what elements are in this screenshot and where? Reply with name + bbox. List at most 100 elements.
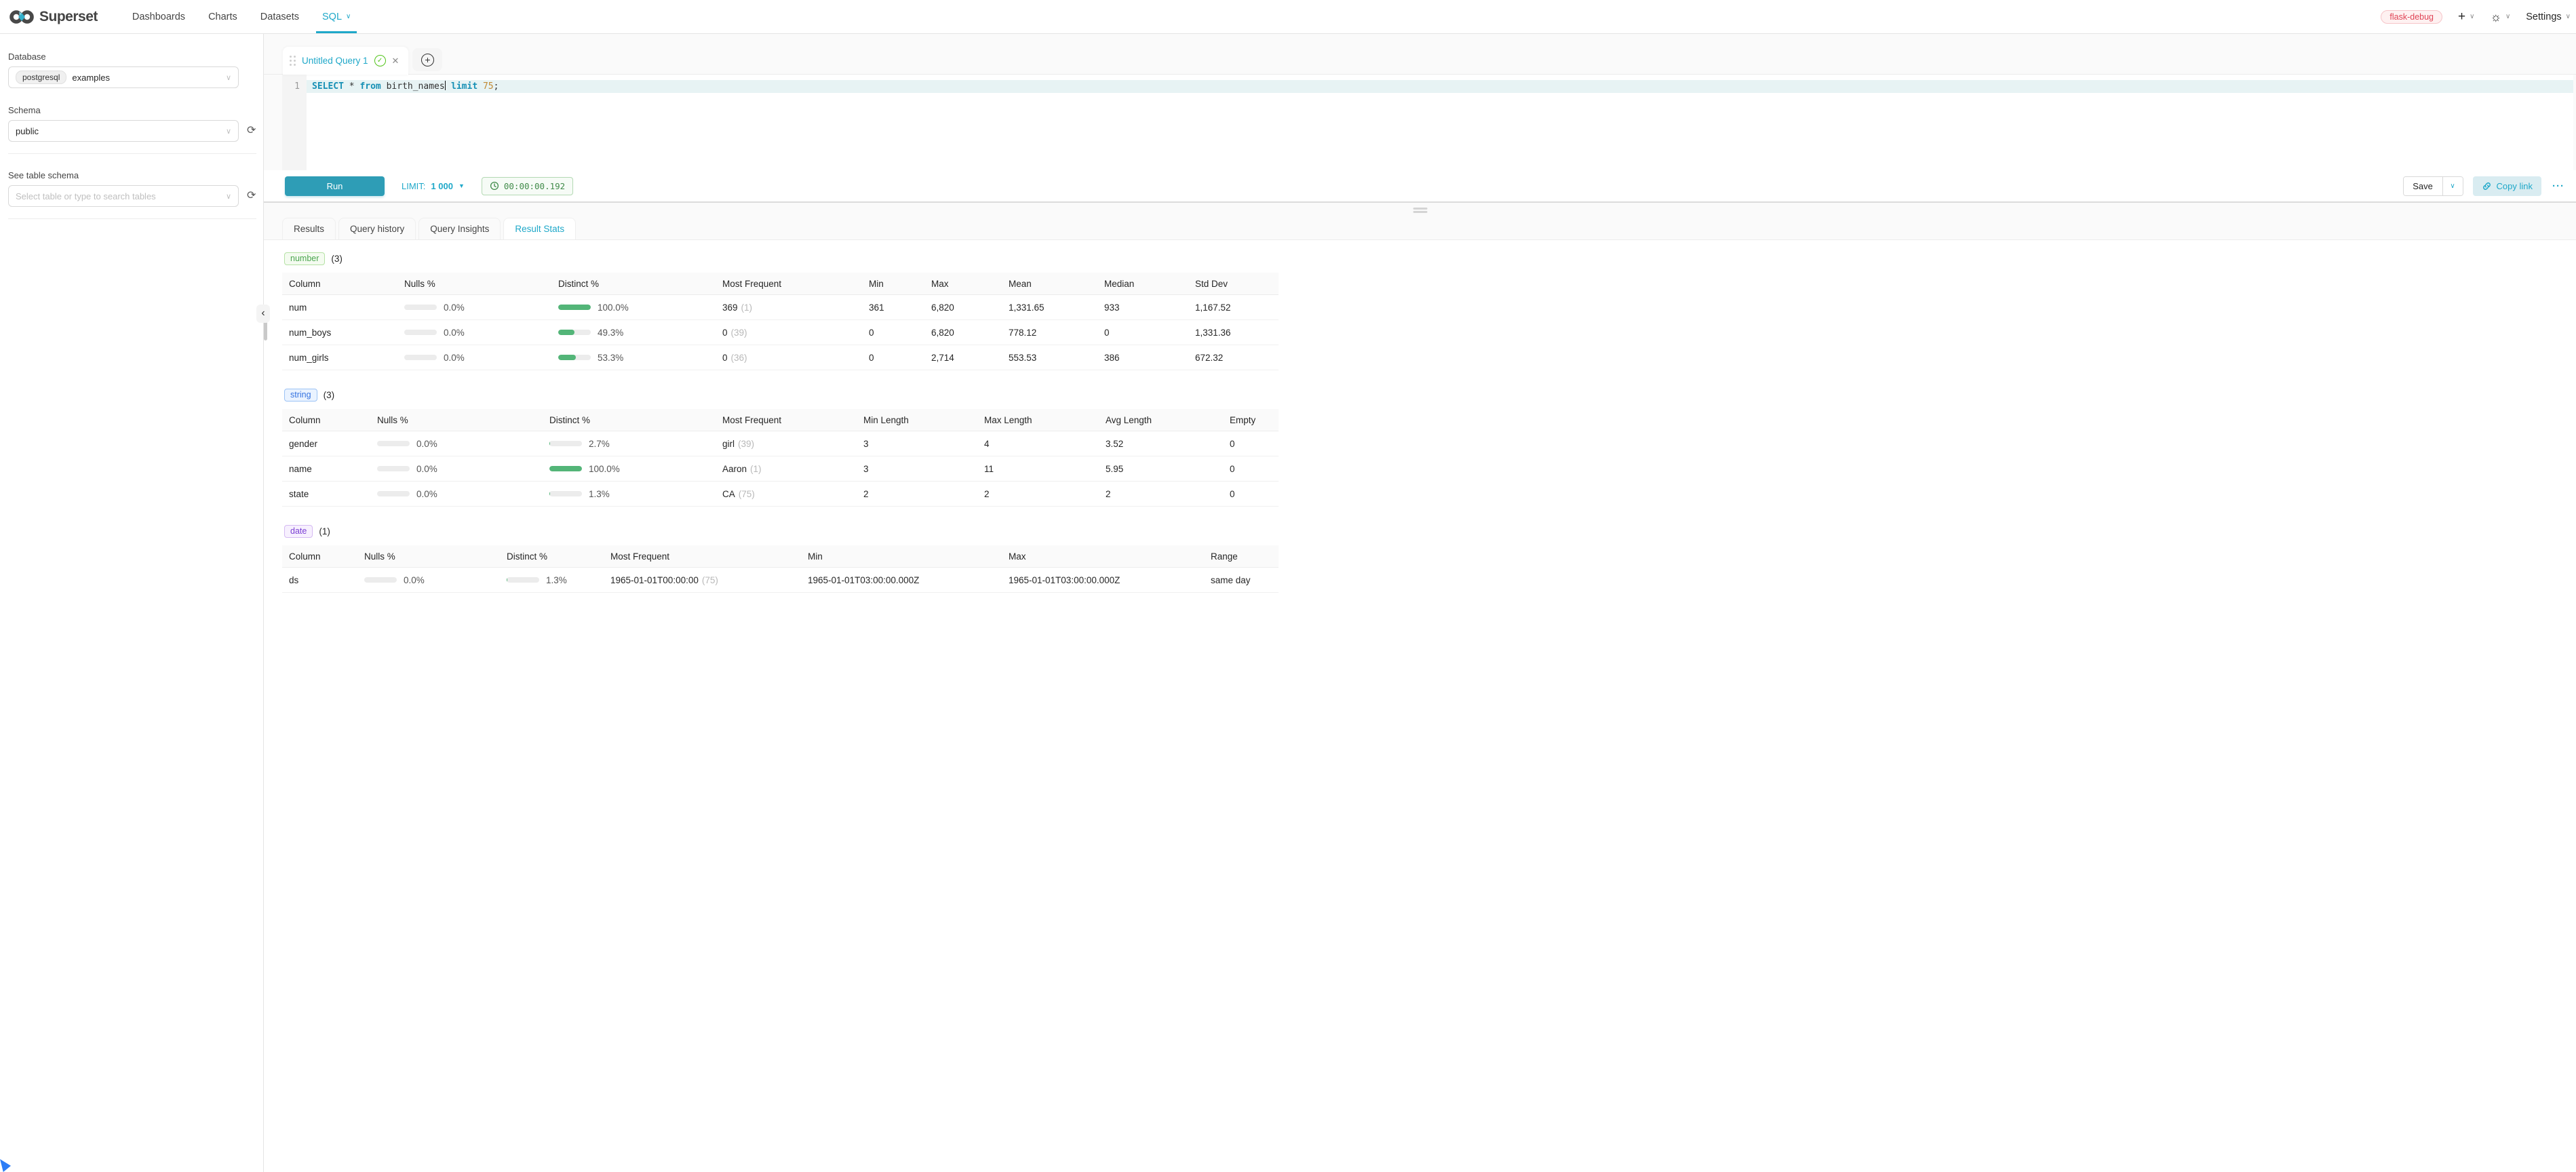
schema-label: Schema: [8, 105, 263, 115]
schema-value: public: [16, 126, 39, 136]
progress-bar: [558, 305, 591, 310]
check-circle-icon: ✓: [374, 55, 386, 66]
environment-badge: flask-debug: [2381, 10, 2442, 24]
progress-bar: [377, 491, 410, 496]
type-tag: date: [284, 525, 313, 538]
caret-down-icon: ∨: [2470, 14, 2474, 20]
progress-cell: 0.0%: [404, 345, 558, 370]
resize-handle[interactable]: [1413, 208, 1427, 214]
close-icon[interactable]: ✕: [392, 56, 399, 66]
tab-query-history[interactable]: Query history: [338, 218, 416, 239]
progress-cell: 49.3%: [558, 320, 722, 345]
value-cell: girl(39): [722, 431, 863, 456]
stats-section-number: number(3)ColumnNulls %Distinct %Most Fre…: [282, 251, 2566, 370]
caret-down-icon: ∨: [2566, 14, 2571, 20]
copy-link-button[interactable]: Copy link: [2473, 176, 2541, 196]
value-cell: 11: [984, 456, 1106, 481]
column-header: Min: [808, 545, 1009, 567]
nav-item-datasets[interactable]: Datasets: [249, 0, 311, 33]
progress-cell: 0.0%: [377, 482, 549, 506]
value-cell: 2,714: [931, 345, 1009, 370]
table-row: num0.0%100.0%369(1)3616,8201,331.659331,…: [282, 295, 1279, 320]
result-stats-panel: number(3)ColumnNulls %Distinct %Most Fre…: [264, 239, 2576, 1172]
sql-editor[interactable]: 1 SELECT * from birth_names limit 75;: [282, 75, 2573, 170]
tab-results[interactable]: Results: [282, 218, 336, 239]
add-query-tab-button[interactable]: +: [412, 48, 442, 71]
sql-code-line[interactable]: SELECT * from birth_names limit 75;: [307, 80, 2573, 93]
tab-query-insights[interactable]: Query Insights: [418, 218, 501, 239]
refresh-schema-icon[interactable]: ⟳: [247, 125, 256, 136]
nav-item-sql[interactable]: SQL∨: [311, 0, 362, 33]
schema-select[interactable]: public ∨: [8, 120, 239, 142]
column-header: Max: [931, 273, 1009, 294]
value-cell: CA(75): [722, 482, 863, 506]
value-cell: 4: [984, 431, 1106, 456]
sql-lab-main: Untitled Query 1 ✓ ✕ + 1 SELECT * from b…: [264, 34, 2576, 1172]
triangle-down-icon: ▼: [458, 182, 465, 189]
value-cell: 0: [1230, 431, 1279, 456]
limit-label: LIMIT:: [402, 181, 425, 191]
progress-cell: 0.0%: [377, 431, 549, 456]
query-tabbar: Untitled Query 1 ✓ ✕ +: [264, 34, 2576, 75]
column-header: Mean: [1009, 273, 1104, 294]
column-header: Min: [869, 273, 931, 294]
progress-bar: [549, 466, 582, 471]
superset-logo[interactable]: Superset: [9, 9, 98, 25]
line-number: 1: [282, 80, 307, 93]
add-tab-icon: +: [421, 54, 434, 66]
progress-bar: [558, 330, 591, 335]
drag-handle-icon[interactable]: [290, 56, 296, 66]
nav-item-charts[interactable]: Charts: [197, 0, 249, 33]
progress-cell: 0.0%: [404, 320, 558, 345]
more-actions-button[interactable]: ···: [2551, 180, 2566, 192]
column-header: Max Length: [984, 409, 1106, 431]
superset-logo-icon: [9, 9, 34, 25]
settings-menu[interactable]: Settings ∨: [2526, 12, 2571, 22]
query-tab[interactable]: Untitled Query 1 ✓ ✕: [283, 47, 408, 75]
nav-item-dashboards[interactable]: Dashboards: [121, 0, 197, 33]
refresh-tables-icon[interactable]: ⟳: [247, 191, 256, 201]
table-select-placeholder: Select table or type to search tables: [16, 191, 156, 201]
value-cell: 778.12: [1009, 320, 1104, 345]
new-item-menu[interactable]: + ∨: [2458, 10, 2474, 23]
value-cell: 1965-01-01T00:00:00(75): [610, 568, 808, 592]
progress-bar: [404, 355, 437, 360]
theme-menu[interactable]: ☼ ∨: [2490, 11, 2510, 23]
value-cell: 1,167.52: [1195, 295, 1279, 319]
value-cell: 386: [1104, 345, 1195, 370]
value-cell: 0(39): [722, 320, 869, 345]
save-button[interactable]: Save: [2404, 177, 2442, 195]
chevron-down-icon: ∨: [226, 127, 231, 136]
sidebar-resize-edge[interactable]: [263, 34, 264, 1172]
table-row: ds0.0%1.3%1965-01-01T00:00:00(75)1965-01…: [282, 568, 1279, 593]
stats-table: ColumnNulls %Distinct %Most FrequentMin …: [282, 409, 1279, 507]
run-button[interactable]: Run: [285, 176, 385, 196]
stats-table: ColumnNulls %Distinct %Most FrequentMinM…: [282, 273, 1279, 370]
progress-bar: [377, 466, 410, 471]
value-cell: 3: [863, 456, 984, 481]
top-navbar: Superset Dashboards Charts Datasets SQL∨…: [0, 0, 2576, 34]
table-row: state0.0%1.3%CA(75)2220: [282, 482, 1279, 507]
clock-icon: [490, 181, 499, 191]
progress-cell: 1.3%: [549, 482, 722, 506]
table-schema-label: See table schema: [8, 170, 263, 180]
value-cell: 3.52: [1106, 431, 1230, 456]
column-header: Min Length: [863, 409, 984, 431]
settings-label: Settings: [2526, 12, 2561, 22]
progress-cell: 100.0%: [558, 295, 722, 319]
limit-value: 1 000: [431, 181, 453, 191]
value-cell: Aaron(1): [722, 456, 863, 481]
table-select[interactable]: Select table or type to search tables ∨: [8, 185, 239, 207]
save-options-button[interactable]: ∨: [2442, 177, 2463, 195]
database-select[interactable]: postgresql examples ∨: [8, 66, 239, 88]
chevron-left-icon: ‹: [261, 308, 265, 319]
query-tab-title: Untitled Query 1: [302, 56, 368, 66]
editor-code-area[interactable]: SELECT * from birth_names limit 75;: [307, 75, 2573, 170]
tab-result-stats[interactable]: Result Stats: [503, 218, 576, 239]
value-cell: name: [289, 456, 377, 481]
stats-section-string: string(3)ColumnNulls %Distinct %Most Fre…: [282, 387, 2566, 507]
collapse-sidebar-button[interactable]: ‹: [256, 305, 270, 323]
value-cell: num_boys: [289, 320, 404, 345]
column-header: Most Frequent: [722, 409, 863, 431]
limit-dropdown[interactable]: LIMIT: 1 000 ▼: [402, 181, 465, 191]
